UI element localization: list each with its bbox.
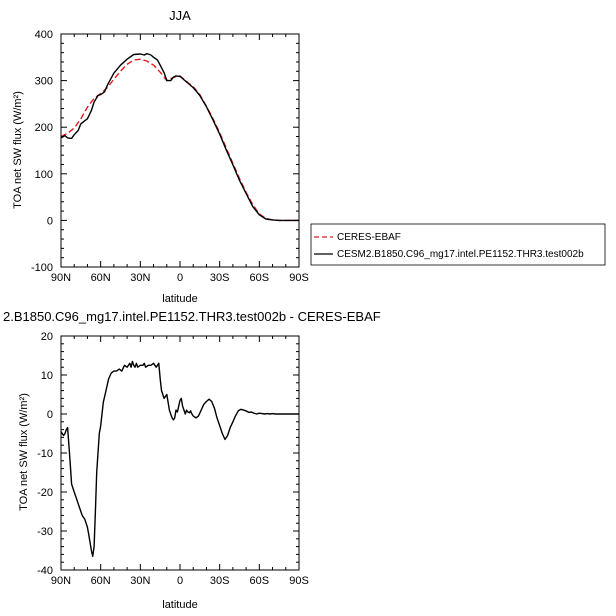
bottom-chart-series [61,360,299,558]
series-line-1-0 [61,360,299,558]
y-tick-label-1-3: -10 [37,448,53,460]
x-tick-label-0-3: 0 [177,272,183,284]
top-chart-axes: 90N 60N 30N 0 30S 60S 90S -100 0 100 200 300 400 [31,29,309,284]
x-tick-label-1-3: 0 [177,575,183,587]
y-tick-label-0-4: 300 [35,76,53,88]
x-tick-label-1-2: 30N [130,575,150,587]
top-chart-ylabel: TOA net SW flux (W/m²) [12,91,24,209]
x-tick-label-0-5: 60S [250,272,270,284]
bottom-chart: 2.B1850.C96_mg17.intel.PE1152.THR3.test0… [3,309,381,611]
y-tick-label-1-5: 10 [41,370,53,382]
top-chart: JJA 90N 60N 30N 0 30S 60S 90S -100 0 100 200 300 400… [12,8,309,305]
x-tick-label-0-1: 60N [91,272,111,284]
plot-frame-1 [60,335,300,571]
bottom-chart-axes: 90N 60N 30N 0 30S 60S 90S -40 -30 -20 -10 0 10 20 [37,331,309,587]
x-tick-label-0-6: 90S [289,272,309,284]
bottom-chart-title: 2.B1850.C96_mg17.intel.PE1152.THR3.test0… [3,309,381,324]
legend-label-ceres: CERES-EBAF [337,232,401,243]
x-tick-label-1-1: 60N [91,575,111,587]
bottom-chart-xlabel: latitude [162,599,197,611]
y-tick-label-1-0: -40 [37,565,53,577]
y-tick-label-0-2: 100 [35,169,53,181]
x-tick-label-0-2: 30N [130,272,150,284]
legend-box [310,223,606,266]
x-tick-label-0-4: 30S [210,272,230,284]
x-tick-label-0-0: 90N [51,272,71,284]
top-chart-xlabel: latitude [162,293,197,305]
top-chart-series [61,52,299,222]
x-tick-label-1-6: 90S [289,575,309,587]
bottom-chart-ylabel: TOA net SW flux (W/m²) [18,393,30,511]
y-tick-label-0-1: 0 [47,215,53,227]
y-tick-label-1-1: -30 [37,526,53,538]
top-chart-title: JJA [169,8,191,23]
y-tick-label-0-3: 200 [35,122,53,134]
y-tick-label-0-0: -100 [31,262,53,274]
series-line-0-0 [61,58,299,222]
series-line-0-1 [61,52,299,222]
y-tick-label-1-4: 0 [47,409,53,421]
legend-label-cesm: CESM2.B1850.C96_mg17.intel.PE1152.THR3.t… [337,249,584,260]
y-tick-label-1-2: -20 [37,487,53,499]
x-tick-label-1-5: 60S [250,575,270,587]
y-tick-label-1-6: 20 [41,331,53,343]
legend: CERES-EBAF CESM2.B1850.C96_mg17.intel.PE… [310,223,606,266]
x-tick-label-1-4: 30S [210,575,230,587]
x-tick-label-1-0: 90N [51,575,71,587]
plot-frame-0 [60,33,300,268]
y-tick-label-0-5: 400 [35,29,53,41]
